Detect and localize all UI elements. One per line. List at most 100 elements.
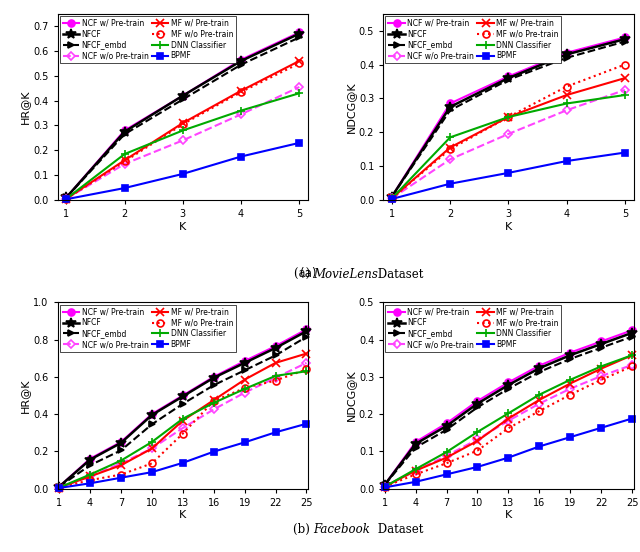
NCF w/o Pre-train	[179, 424, 187, 431]
MF w/o Pre-train	[272, 377, 280, 384]
BPMF	[179, 459, 187, 466]
MF w/o Pre-train	[412, 471, 419, 477]
NFCF	[536, 365, 543, 371]
Line: MF w/o Pre-train: MF w/o Pre-train	[63, 60, 303, 202]
DNN Classifier	[621, 92, 628, 98]
MF w/ Pre-train	[446, 144, 454, 151]
DNN Classifier	[536, 391, 543, 398]
MF w/o Pre-train	[86, 477, 94, 484]
MF w/ Pre-train	[63, 195, 70, 202]
NCF w/ Pre-train	[117, 439, 125, 445]
DNN Classifier	[117, 457, 125, 464]
DNN Classifier	[86, 471, 94, 478]
Text: Facebook: Facebook	[314, 523, 371, 537]
NCF w/ Pre-train	[179, 92, 187, 99]
NCF w/o Pre-train	[55, 484, 63, 491]
NFCF	[272, 344, 280, 351]
NCF w/o Pre-train	[237, 111, 245, 118]
NFCF_embd	[63, 194, 70, 201]
DNN Classifier	[303, 368, 310, 375]
NFCF	[63, 194, 70, 201]
MF w/ Pre-train	[55, 484, 63, 491]
NFCF_embd	[388, 193, 396, 200]
NCF w/ Pre-train	[597, 338, 605, 345]
BPMF	[621, 149, 628, 156]
Legend: NCF w/ Pre-train, NFCF, NFCF_embd, NCF w/o Pre-train, MF w/ Pre-train, MF w/o Pr: NCF w/ Pre-train, NFCF, NFCF_embd, NCF w…	[385, 16, 561, 63]
BPMF	[412, 479, 419, 485]
NCF w/ Pre-train	[536, 362, 543, 369]
NFCF	[237, 57, 245, 64]
BPMF	[597, 424, 605, 431]
NFCF	[388, 193, 396, 200]
DNN Classifier	[296, 90, 303, 97]
Line: NFCF_embd: NFCF_embd	[388, 38, 628, 200]
BPMF	[63, 196, 70, 203]
DNN Classifier	[563, 100, 570, 107]
BPMF	[241, 439, 248, 445]
MF w/ Pre-train	[504, 415, 512, 422]
NFCF_embd	[536, 369, 543, 375]
NCF w/ Pre-train	[504, 73, 512, 79]
BPMF	[504, 169, 512, 176]
NFCF_embd	[504, 385, 512, 392]
MF w/o Pre-train	[388, 195, 396, 201]
NFCF	[566, 352, 574, 359]
NFCF	[628, 330, 636, 336]
NFCF_embd	[121, 131, 129, 137]
DNN Classifier	[412, 466, 419, 473]
NCF w/o Pre-train	[536, 400, 543, 407]
Line: MF w/o Pre-train: MF w/o Pre-train	[381, 363, 636, 490]
NCF w/ Pre-train	[148, 411, 156, 417]
DNN Classifier	[628, 352, 636, 359]
BPMF	[148, 469, 156, 475]
NCF w/ Pre-train	[563, 50, 570, 56]
DNN Classifier	[55, 484, 63, 491]
NFCF	[241, 359, 248, 366]
NCF w/o Pre-train	[148, 445, 156, 452]
NCF w/o Pre-train	[296, 84, 303, 91]
NCF w/ Pre-train	[412, 439, 419, 445]
MF w/ Pre-train	[296, 57, 303, 64]
Line: BPMF: BPMF	[381, 416, 635, 491]
NFCF	[504, 381, 512, 388]
MF w/o Pre-train	[536, 408, 543, 415]
NCF w/ Pre-train	[63, 194, 70, 201]
Line: DNN Classifier: DNN Classifier	[388, 91, 629, 203]
Line: NFCF: NFCF	[387, 34, 630, 201]
X-axis label: K: K	[505, 511, 512, 521]
MF w/ Pre-train	[628, 352, 636, 359]
DNN Classifier	[504, 410, 512, 417]
NFCF	[179, 393, 187, 400]
NFCF	[296, 30, 303, 37]
Text: (a): (a)	[300, 267, 320, 280]
NCF w/o Pre-train	[303, 359, 310, 366]
MF w/ Pre-train	[117, 462, 125, 469]
NFCF_embd	[628, 333, 636, 340]
MF w/o Pre-train	[443, 460, 451, 466]
Line: NFCF: NFCF	[54, 326, 311, 491]
NFCF	[86, 457, 94, 463]
DNN Classifier	[446, 134, 454, 141]
Line: NCF w/o Pre-train: NCF w/o Pre-train	[388, 87, 628, 201]
MF w/o Pre-train	[63, 195, 70, 202]
MF w/o Pre-train	[628, 363, 636, 370]
Legend: NCF w/ Pre-train, NFCF, NFCF_embd, NCF w/o Pre-train, MF w/ Pre-train, MF w/o Pr: NCF w/ Pre-train, NFCF, NFCF_embd, NCF w…	[60, 305, 236, 352]
DNN Classifier	[179, 416, 187, 422]
NFCF_embd	[86, 462, 94, 469]
MF w/ Pre-train	[148, 445, 156, 452]
Line: MF w/ Pre-train: MF w/ Pre-train	[62, 57, 303, 203]
NCF w/ Pre-train	[381, 481, 388, 488]
Line: BPMF: BPMF	[388, 150, 628, 202]
Text: (a): (a)	[294, 268, 314, 281]
NCF w/o Pre-train	[86, 473, 94, 480]
NFCF	[55, 484, 63, 490]
Line: MF w/ Pre-train: MF w/ Pre-train	[55, 349, 310, 492]
BPMF	[296, 140, 303, 146]
MF w/ Pre-train	[566, 380, 574, 387]
NFCF	[621, 36, 628, 43]
BPMF	[210, 448, 218, 455]
NCF w/o Pre-train	[621, 87, 628, 93]
NFCF_embd	[443, 426, 451, 433]
DNN Classifier	[504, 114, 512, 120]
NFCF_embd	[55, 484, 63, 490]
